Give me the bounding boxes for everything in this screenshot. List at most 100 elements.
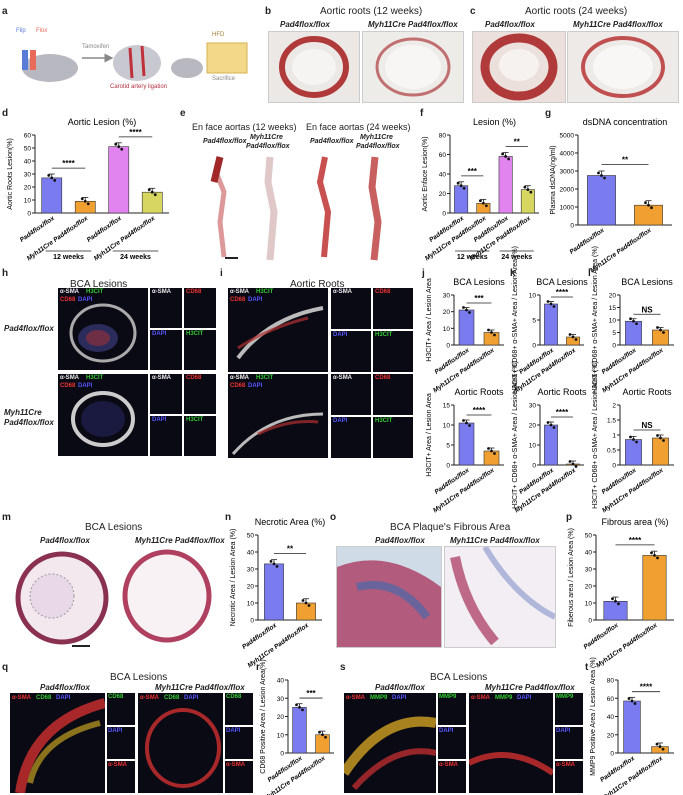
p-chart-title: Fibrous area (%): [601, 517, 668, 527]
t-dot-0-1: [630, 699, 634, 703]
tag-cd68-q2s: CD68: [226, 694, 242, 700]
tag-cd68-h2s: CD68: [186, 375, 202, 381]
t-ytick-label-3: 60: [607, 696, 615, 703]
aorta-1-lesion: [210, 156, 224, 183]
f-group-label-1: 24 weeks: [501, 254, 532, 261]
d-dot-1-2: [86, 202, 90, 206]
n-cat-label-1: Myh11Cre Pad4flox/flox: [246, 622, 310, 670]
tag-cd68-h1s: CD68: [186, 289, 202, 295]
panel-label-r: r: [256, 662, 260, 673]
tag-mmp9-s1s: MMP9: [439, 694, 457, 700]
f-chart-title: Lesion (%): [473, 117, 516, 127]
j1-chart-title: BCA Lesions: [453, 277, 505, 287]
mouse-body-3: [171, 58, 203, 78]
fluor-q-left-asma: α-SMA: [107, 761, 135, 793]
tag-dapi-q1: DAPI: [56, 695, 71, 701]
panel-i-title: Aortic Roots: [290, 279, 345, 290]
panel-s-title: BCA Lesions: [430, 672, 488, 683]
d-dot-2-1: [117, 145, 121, 149]
l1-sig: NS: [641, 305, 653, 314]
t-ytick-label-0: 0: [610, 751, 614, 758]
schematic-flox: Flox: [36, 28, 48, 34]
panel-q-title: BCA Lesions: [110, 672, 168, 683]
l1-ytick-label-2: 10: [609, 318, 617, 325]
panel-label-k: k: [510, 268, 516, 279]
chart-j-roots: Aortic Roots H3CIT+ Area / Lesion Area 0 5 1…: [426, 387, 504, 514]
panel-h-title: BCA Lesions: [70, 279, 128, 290]
d-bar-1: [74, 201, 96, 214]
j1-ytick-label-3: 30: [443, 293, 451, 300]
p-y-label: Fiberous area / Lesion Area (%): [568, 528, 575, 627]
l2-sig: NS: [641, 421, 653, 430]
k1-dot-0-2: [552, 305, 556, 308]
schematic-hfd: HFD: [212, 32, 225, 38]
d-y-label: Aortic Roots Lesion(%): [7, 138, 14, 210]
d-chart-title: Aortic Lesion (%): [68, 117, 137, 127]
panel-label-t: t: [585, 662, 589, 673]
panel-label-j: j: [422, 268, 425, 279]
j1-dot-0-0: [462, 306, 465, 309]
r-bar-1: [315, 734, 330, 754]
l2-dot-1-1: [659, 436, 662, 440]
panel-m-title: BCA Lesions: [85, 522, 143, 533]
tag-dapi-q1s: DAPI: [108, 728, 123, 734]
chart-k-roots: Aortic Roots H3CIT+ CD68+ α-SMA+ Area / L…: [512, 361, 587, 514]
n-ytick-label-3: 30: [247, 567, 255, 574]
panel-o-right: Myh11Cre Pad4flox/flox: [450, 536, 540, 545]
f-bar-3: [520, 189, 535, 214]
n-dot-1-1: [304, 601, 308, 605]
l2-y-label: H3CIT+ CD68+ α-SMA+ Area / Lesion Area (…: [592, 361, 599, 509]
panel-label-m: m: [2, 512, 11, 523]
schematic-flip: Flip: [16, 28, 26, 34]
g-y-label: Plasma dsDNA(ng/ml): [550, 145, 557, 214]
l2-bar-1: [652, 437, 669, 466]
chart-k-bca: BCA Lesions H3CIT+ CD68+ α-SMA+ Area / Le…: [512, 246, 588, 394]
k2-dot-0-2: [552, 426, 556, 429]
fluor-h-bottom-merge: α-SMA H3CIT CD68 DAPI: [58, 374, 148, 456]
k2-sig: ****: [556, 408, 569, 417]
tag-asma-i1s: α-SMA: [333, 289, 353, 295]
aorta-3: [316, 156, 332, 258]
tag-mmp9-s2s: MMP9: [556, 694, 574, 700]
l2-ytick-label-2: 1: [612, 433, 616, 440]
j1-dot-0-2: [468, 311, 471, 314]
l1-ytick-label-3: 15: [609, 305, 617, 312]
k2-chart-title: Aortic Roots: [537, 387, 587, 397]
histology-b-left: [268, 31, 360, 103]
fluor-h-top-h3cit: H3CIT: [184, 330, 216, 370]
r-ytick-label-3: 30: [277, 696, 285, 703]
r-ytick-label-4: 40: [277, 678, 285, 685]
k1-sig: ****: [556, 288, 569, 297]
n-dot-0-0: [269, 560, 273, 563]
k2-dot-1-2: [574, 465, 578, 468]
fluor-s-right-asma: α-SMA: [555, 761, 583, 793]
tag-h3cit-i1: H3CIT: [256, 289, 274, 295]
tag-dapi-i1s: DAPI: [333, 332, 348, 338]
r-dot-1-1: [321, 733, 324, 737]
d-bar-0: [41, 177, 63, 214]
r-bar-0: [292, 707, 307, 754]
j2-bar-1: [483, 450, 500, 466]
j2-dot-0-1: [465, 421, 468, 425]
fluor-s-right-mmp9: MMP9: [555, 693, 583, 725]
aorta-4: [368, 156, 382, 261]
f-dot-1-0: [478, 199, 482, 203]
f-ytick-label-3: 60: [439, 152, 447, 159]
fluor-i-bottom-cd68: CD68: [373, 374, 413, 415]
gene-block-2: [30, 50, 36, 70]
j2-chart-title: Aortic Roots: [454, 387, 504, 397]
d-sig-1: ****: [129, 128, 142, 137]
chart-t-mmp9: MMP9 Positive Area / Lesion Area (%) 0 20 4…: [590, 657, 674, 795]
panel-c-right-label: Myh11Cre Pad4flox/flox: [573, 20, 663, 29]
k1-chart-title: BCA Lesions: [536, 277, 588, 287]
tag-dapi-s2: DAPI: [517, 695, 532, 701]
fluor-h-bottom-asma: α-SMA: [150, 374, 182, 414]
chart-g-dsdna: dsDNA concentration Plasma dsDNA(ng/ml) 0 1…: [550, 117, 672, 274]
l1-chart-title: BCA Lesions: [621, 277, 673, 287]
fluor-i-top-dapi: DAPI: [331, 331, 371, 372]
g-dot-1-2: [650, 206, 653, 210]
panel-e-g1-12: Pad4flox/flox: [203, 138, 247, 145]
t-dot-1-2: [661, 747, 665, 751]
n-ytick-label-4: 40: [247, 550, 255, 557]
l2-ytick-label-1: 0.5: [607, 448, 616, 455]
